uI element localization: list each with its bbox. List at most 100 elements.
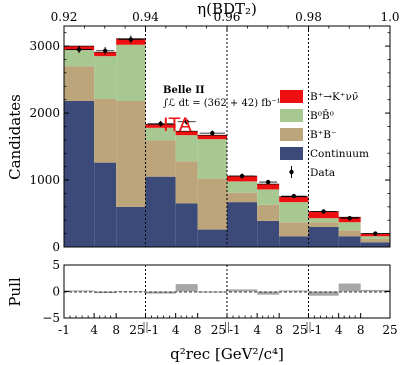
data-point-8 xyxy=(291,193,297,199)
x-tick-label-10: 8 xyxy=(275,323,283,337)
pull-region-dividers xyxy=(145,265,309,318)
x-tick-label-1: 4 xyxy=(90,323,98,337)
bar-BB-1 xyxy=(94,56,117,99)
legend: B⁺→K⁺νν̄ B⁰B̄⁰ B⁺B⁻ Continuum Data xyxy=(280,90,369,179)
top-tick-label-0: 0.92 xyxy=(51,10,78,24)
bar-BB-7 xyxy=(257,204,280,221)
bar-BB-4 xyxy=(175,161,198,204)
bar-BB-2 xyxy=(116,44,146,102)
x-tick-label-6: 8 xyxy=(194,323,202,337)
bar-BB-0 xyxy=(64,50,95,67)
bar-BB-6 xyxy=(227,181,258,193)
analysis-label: ITA xyxy=(163,114,192,136)
data-point-10 xyxy=(347,216,352,221)
legend-label-data: Data xyxy=(310,167,335,179)
bar-BK-4 xyxy=(175,131,198,136)
bar-BB-5 xyxy=(197,139,227,179)
data-point-5 xyxy=(210,130,215,136)
bar-BB-9 xyxy=(308,218,339,223)
pull-bar-5 xyxy=(197,291,227,293)
data-point-1 xyxy=(102,48,108,53)
pull-bar-10 xyxy=(338,283,361,292)
main-axis-ticks: 0 1000 2000 3000 xyxy=(29,32,390,254)
bar-BK-8 xyxy=(279,196,309,203)
legend-label-1: B⁰B̄⁰ xyxy=(310,109,334,122)
bar-BB-11 xyxy=(360,236,390,239)
pull-bar-0 xyxy=(64,290,95,292)
top-axis-ticks: 0.92 0.94 0.96 0.98 1.0 xyxy=(51,10,400,31)
bar-BB-0 xyxy=(64,66,95,102)
x-tick-label-8: -1 xyxy=(229,323,241,337)
data-point-0 xyxy=(76,47,82,52)
bar-BB-10 xyxy=(338,230,361,237)
legend-swatch-0 xyxy=(280,90,303,103)
bar-Continuum-7 xyxy=(257,220,280,247)
bar-BB-8 xyxy=(279,202,309,223)
top-tick-label-2: 0.96 xyxy=(214,10,241,24)
x-tick-label-15: 25 xyxy=(382,323,397,337)
bar-Continuum-6 xyxy=(227,202,258,247)
y-tick-label-0: 0 xyxy=(52,240,60,254)
bar-BB-3 xyxy=(145,127,176,141)
bar-BB-4 xyxy=(175,135,198,162)
pull-bar-7 xyxy=(257,291,280,295)
x-tick-label-0: -1 xyxy=(58,323,70,337)
top-axis-title: η(BDT₂) xyxy=(197,0,257,18)
bar-Continuum-5 xyxy=(197,229,227,247)
bottom-axis-ticks: -1 4 8 25 -1 4 8 25 -1 4 8 25 -1 4 8 25 xyxy=(58,313,398,337)
legend-label-2: B⁺B⁻ xyxy=(310,129,337,141)
region-dividers xyxy=(145,26,309,247)
bar-BK-6 xyxy=(227,176,258,182)
top-tick-label-3: 0.98 xyxy=(295,10,322,24)
x-tick-label-13: 4 xyxy=(335,323,343,337)
top-tick-label-4: 1.0 xyxy=(380,10,399,24)
legend-swatch-2 xyxy=(280,128,303,141)
bar-BB-7 xyxy=(257,189,280,205)
experiment-label: Belle II xyxy=(163,85,205,96)
pull-tick-label-0: 5 xyxy=(52,258,60,272)
bar-Continuum-9 xyxy=(308,226,339,247)
bar-Continuum-1 xyxy=(94,162,117,247)
luminosity-label: ∫ℒ dt = (362 + 42) fb⁻¹ xyxy=(163,98,281,109)
x-tick-label-9: 4 xyxy=(253,323,261,337)
x-tick-label-3: 25 xyxy=(129,323,144,337)
bar-BB-10 xyxy=(338,222,361,231)
legend-swatch-3 xyxy=(280,147,303,160)
pull-bar-11 xyxy=(360,289,390,292)
bar-BB-1 xyxy=(94,98,117,163)
bar-Continuum-10 xyxy=(338,236,361,247)
y-tick-label-3: 3000 xyxy=(29,39,60,53)
legend-label-0: B⁺→K⁺νν̄ xyxy=(310,91,358,103)
data-point-4 xyxy=(184,119,189,124)
legend-label-3: Continuum xyxy=(310,148,369,160)
bar-BB-8 xyxy=(279,222,309,237)
x-axis-title: q²rec [GeV²/c⁴] xyxy=(170,345,284,363)
bar-Continuum-3 xyxy=(145,176,176,247)
bar-BK-9 xyxy=(308,211,339,219)
x-tick-label-11: 25 xyxy=(292,323,307,337)
x-tick-label-14: 8 xyxy=(357,323,365,337)
data-point-6 xyxy=(239,173,245,179)
y-axis-title: Candidates xyxy=(6,94,24,180)
bar-Continuum-11 xyxy=(360,242,390,247)
bar-Continuum-4 xyxy=(175,203,198,247)
y-tick-label-2: 2000 xyxy=(29,106,60,120)
bar-Continuum-8 xyxy=(279,236,309,247)
legend-data-marker xyxy=(289,169,294,175)
pull-bar-9 xyxy=(308,291,339,296)
pull-bar-4 xyxy=(175,284,198,292)
pull-bar-3 xyxy=(145,291,176,294)
data-point-2 xyxy=(128,37,134,42)
bar-BB-2 xyxy=(116,101,146,207)
top-tick-label-1: 0.94 xyxy=(132,10,159,24)
pull-bar-6 xyxy=(227,289,258,292)
pull-tick-label-2: −5 xyxy=(42,311,60,325)
x-tick-label-4: -1 xyxy=(148,323,160,337)
bar-BB-9 xyxy=(308,222,339,227)
pull-bar-2 xyxy=(116,290,146,292)
y-tick-label-1: 1000 xyxy=(29,173,60,187)
bar-BK-5 xyxy=(197,135,227,140)
pull-tick-label-1: 0 xyxy=(52,285,60,299)
bar-BB-11 xyxy=(360,238,390,243)
